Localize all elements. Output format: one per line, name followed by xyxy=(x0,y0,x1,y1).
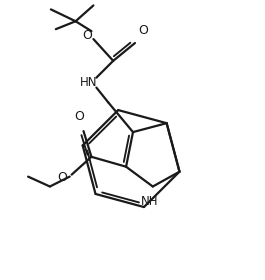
Text: O: O xyxy=(138,24,148,37)
Text: O: O xyxy=(82,29,92,42)
Text: O: O xyxy=(75,110,85,123)
Text: NH: NH xyxy=(141,195,158,208)
Text: HN: HN xyxy=(80,76,97,89)
Text: O: O xyxy=(57,171,67,184)
